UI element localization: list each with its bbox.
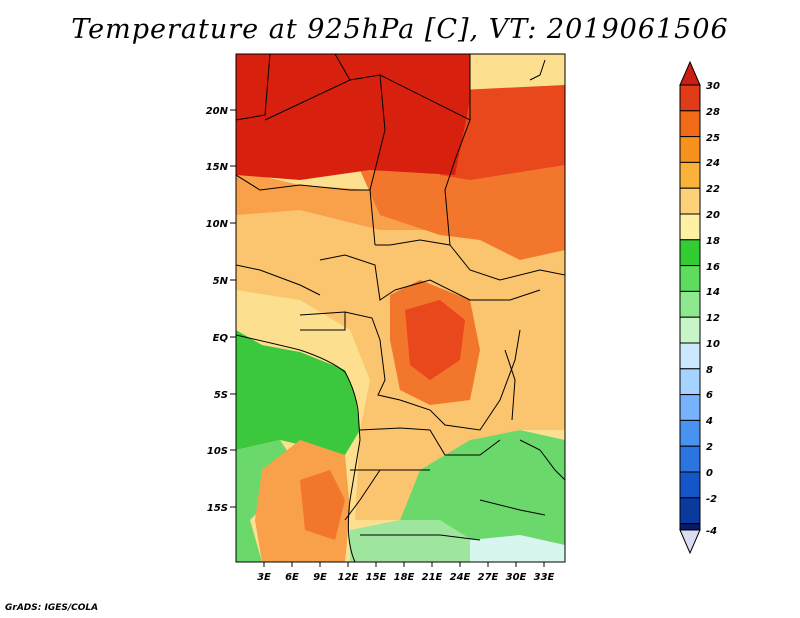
colorbar-label: -2: [706, 494, 717, 505]
temp-band-coolest: [470, 535, 565, 562]
colorbar-swatch: [679, 161, 701, 189]
colorbar: 30 28 25 24 22 20 18 16 14 12 10 8 6 4 2…: [679, 60, 720, 555]
lat-label: 10N: [206, 219, 229, 230]
lon-label: 12E: [338, 572, 359, 583]
colorbar-label: 24: [706, 158, 720, 169]
colorbar-label: 10: [706, 339, 720, 350]
colorbar-label: 22: [706, 184, 720, 195]
colorbar-bottom-arrow: [679, 529, 701, 555]
colorbar-swatch: [679, 523, 701, 531]
colorbar-swatch: [679, 187, 701, 215]
colorbar-swatch: [679, 265, 701, 292]
temperature-field: [236, 54, 565, 562]
lon-label: 33E: [534, 572, 555, 583]
colorbar-swatch: [679, 419, 701, 447]
lat-axis: 20N 15N 10N 5N EQ 5S 10S 15S: [206, 106, 236, 514]
lon-axis: 3E 6E 9E 12E 15E 18E 21E 24E 27E 30E 33E: [257, 562, 555, 583]
lat-label: 10S: [207, 446, 228, 457]
lat-label: 20N: [206, 106, 229, 117]
colorbar-label: 25: [706, 133, 720, 144]
temp-band-northeast: [360, 150, 565, 260]
lat-label: 5N: [213, 276, 229, 287]
lon-label: 24E: [450, 572, 471, 583]
colorbar-label: -4: [706, 526, 717, 537]
colorbar-label: 16: [706, 262, 720, 273]
lon-label: 6E: [285, 572, 299, 583]
lon-label: 27E: [478, 572, 499, 583]
temp-band-sahara: [236, 54, 470, 180]
colorbar-swatch: [679, 110, 701, 138]
temp-band-central-hot: [405, 300, 465, 380]
map-title: Temperature at 925hPa [C], VT: 201906150…: [71, 14, 729, 45]
colorbar-label: 30: [706, 81, 720, 92]
lat-label: 5S: [214, 390, 228, 401]
colorbar-top-arrow: [679, 60, 701, 86]
colorbar-swatch: [679, 136, 701, 163]
temp-band-cool-southeast: [400, 430, 565, 562]
colorbar-label: 12: [706, 313, 720, 324]
colorbar-label: 2: [706, 442, 713, 453]
colorbar-swatch: [679, 316, 701, 344]
grads-credit: GrADS: IGES/COLA: [5, 603, 99, 613]
colorbar-label: 4: [705, 416, 713, 427]
temp-band-warm-southwest-core: [300, 470, 345, 540]
colorbar-label: 6: [706, 390, 713, 401]
lat-label: 15S: [207, 503, 228, 514]
colorbar-swatch: [679, 394, 701, 421]
temp-band-cool-south2: [350, 520, 480, 562]
borders: [236, 54, 565, 562]
colorbar-swatch: [679, 239, 701, 267]
lat-label: EQ: [213, 333, 229, 344]
map-frame: [235, 53, 566, 563]
colorbar-label: 18: [706, 236, 720, 247]
temp-band-cool-west: [236, 330, 360, 455]
colorbar-swatch: [679, 290, 701, 318]
colorbar-swatch: [679, 342, 701, 370]
colorbar-swatch: [679, 368, 701, 396]
lon-label: 9E: [313, 572, 327, 583]
colorbar-label: 14: [706, 287, 720, 298]
lon-label: 15E: [366, 572, 387, 583]
colorbar-swatch: [679, 84, 701, 112]
lon-label: 21E: [422, 572, 443, 583]
lat-label: 15N: [206, 162, 229, 173]
colorbar-swatch: [679, 445, 701, 473]
colorbar-swatch: [679, 213, 701, 241]
temp-band-northeast-hot: [440, 85, 565, 180]
colorbar-label: 8: [706, 365, 713, 376]
lon-label: 3E: [257, 572, 271, 583]
lon-label: 30E: [506, 572, 527, 583]
colorbar-swatch: [679, 497, 701, 525]
colorbar-swatch: [679, 471, 701, 499]
colorbar-label: 28: [706, 107, 720, 118]
colorbar-label: 20: [706, 210, 720, 221]
colorbar-label: 0: [706, 468, 713, 479]
lon-label: 18E: [394, 572, 415, 583]
